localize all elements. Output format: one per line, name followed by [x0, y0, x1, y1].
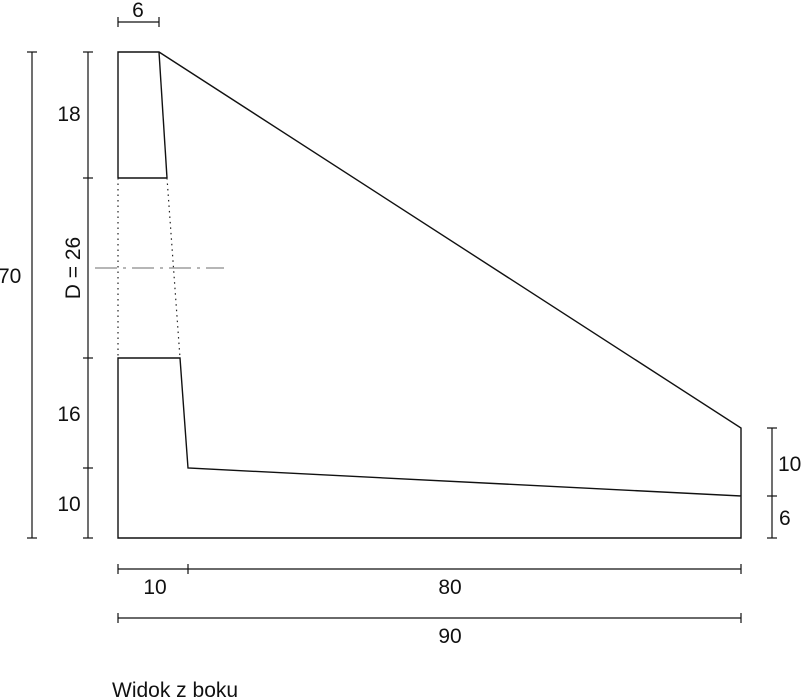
total-width-label: 90: [438, 625, 461, 648]
hole-diameter-label: D = 26: [62, 237, 85, 299]
total-height-dimension: 70: [0, 51, 37, 539]
part-outline: [117, 51, 742, 539]
upper-section-right-edge: [158, 51, 168, 179]
total-width-dimension: 90: [117, 613, 742, 648]
hidden-bore-edges: [117, 177, 181, 359]
right-height-lower-label: 6: [779, 507, 791, 530]
total-height-label: 70: [0, 265, 21, 288]
base-left-width-label: 10: [143, 576, 166, 599]
right-height-dimension: 10 6: [767, 427, 801, 539]
top-width-dimension: 6: [117, 0, 160, 27]
base-right-width-label: 80: [438, 576, 461, 599]
top-height-label: 18: [57, 103, 80, 126]
base-left-height-label: 10: [57, 493, 80, 516]
right-height-upper-label: 10: [778, 453, 801, 476]
lower-height-label: 16: [57, 403, 80, 426]
top-width-label: 6: [132, 0, 144, 22]
upper-section-outline: [117, 51, 742, 539]
left-height-chain-dimension: 18 D = 26 16 10: [57, 51, 93, 539]
view-caption: Widok z boku: [112, 679, 238, 700]
bottom-width-chain-dimension: 10 80: [117, 564, 742, 599]
